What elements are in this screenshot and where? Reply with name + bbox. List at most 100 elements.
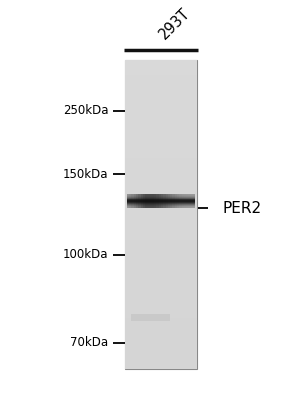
- Bar: [125, 240, 197, 245]
- Bar: [125, 178, 197, 184]
- Bar: [125, 153, 197, 158]
- Bar: [125, 163, 197, 168]
- Bar: [125, 328, 197, 333]
- Bar: [125, 199, 197, 204]
- Bar: [127, 196, 195, 197]
- Bar: [172, 194, 175, 208]
- Bar: [125, 318, 197, 323]
- Bar: [193, 194, 195, 208]
- Bar: [159, 194, 161, 208]
- Bar: [125, 189, 197, 194]
- Bar: [177, 194, 179, 208]
- Bar: [125, 132, 197, 137]
- Bar: [184, 194, 186, 208]
- Bar: [125, 245, 197, 250]
- Bar: [125, 287, 197, 292]
- Bar: [129, 194, 131, 208]
- Bar: [131, 314, 170, 321]
- Bar: [127, 197, 195, 198]
- Bar: [125, 122, 197, 127]
- Bar: [125, 204, 197, 209]
- Bar: [156, 194, 159, 208]
- Text: 70kDa: 70kDa: [70, 336, 108, 349]
- Bar: [125, 338, 197, 343]
- Text: PER2: PER2: [222, 201, 261, 216]
- Bar: [179, 194, 182, 208]
- Bar: [127, 198, 195, 199]
- Bar: [127, 194, 195, 195]
- Bar: [125, 364, 197, 369]
- Bar: [125, 348, 197, 354]
- Text: 293T: 293T: [156, 6, 193, 42]
- Bar: [125, 65, 197, 70]
- Bar: [170, 194, 172, 208]
- Bar: [125, 235, 197, 240]
- Bar: [127, 201, 195, 202]
- Bar: [125, 91, 197, 96]
- Text: 100kDa: 100kDa: [63, 248, 108, 261]
- Bar: [125, 158, 197, 163]
- Bar: [125, 323, 197, 328]
- Bar: [125, 312, 197, 318]
- Bar: [161, 194, 163, 208]
- Bar: [125, 343, 197, 348]
- Bar: [136, 194, 138, 208]
- Bar: [134, 194, 136, 208]
- Bar: [125, 96, 197, 101]
- Bar: [131, 194, 134, 208]
- Bar: [127, 194, 129, 208]
- Bar: [138, 194, 141, 208]
- Bar: [125, 142, 197, 148]
- Bar: [175, 194, 177, 208]
- Bar: [125, 75, 197, 80]
- Bar: [125, 261, 197, 266]
- Bar: [127, 207, 195, 208]
- Bar: [166, 194, 168, 208]
- Bar: [125, 60, 197, 65]
- Bar: [125, 101, 197, 106]
- Bar: [168, 194, 170, 208]
- Text: 150kDa: 150kDa: [63, 168, 108, 181]
- Bar: [152, 194, 154, 208]
- Bar: [125, 60, 197, 369]
- Bar: [125, 225, 197, 230]
- Bar: [125, 127, 197, 132]
- Bar: [125, 116, 197, 122]
- Bar: [125, 359, 197, 364]
- Bar: [147, 194, 150, 208]
- Bar: [125, 184, 197, 189]
- Bar: [125, 297, 197, 302]
- Bar: [125, 220, 197, 225]
- Bar: [125, 333, 197, 338]
- Bar: [125, 266, 197, 271]
- Bar: [125, 106, 197, 112]
- Bar: [143, 194, 145, 208]
- Bar: [125, 70, 197, 75]
- Bar: [150, 194, 152, 208]
- Bar: [125, 86, 197, 91]
- Bar: [125, 137, 197, 142]
- Bar: [127, 204, 195, 205]
- Bar: [125, 168, 197, 173]
- Bar: [186, 194, 188, 208]
- Bar: [125, 230, 197, 235]
- Bar: [125, 271, 197, 276]
- Bar: [125, 256, 197, 261]
- Bar: [125, 80, 197, 86]
- Bar: [125, 292, 197, 297]
- Bar: [188, 194, 191, 208]
- Text: 250kDa: 250kDa: [63, 104, 108, 117]
- Bar: [127, 199, 195, 200]
- Bar: [145, 194, 147, 208]
- Bar: [125, 209, 197, 214]
- Bar: [127, 195, 195, 196]
- Bar: [141, 194, 143, 208]
- Bar: [125, 354, 197, 359]
- Bar: [125, 194, 197, 199]
- Bar: [191, 194, 193, 208]
- Bar: [127, 202, 195, 203]
- Bar: [125, 148, 197, 153]
- Bar: [125, 307, 197, 312]
- Bar: [125, 173, 197, 178]
- Bar: [125, 276, 197, 282]
